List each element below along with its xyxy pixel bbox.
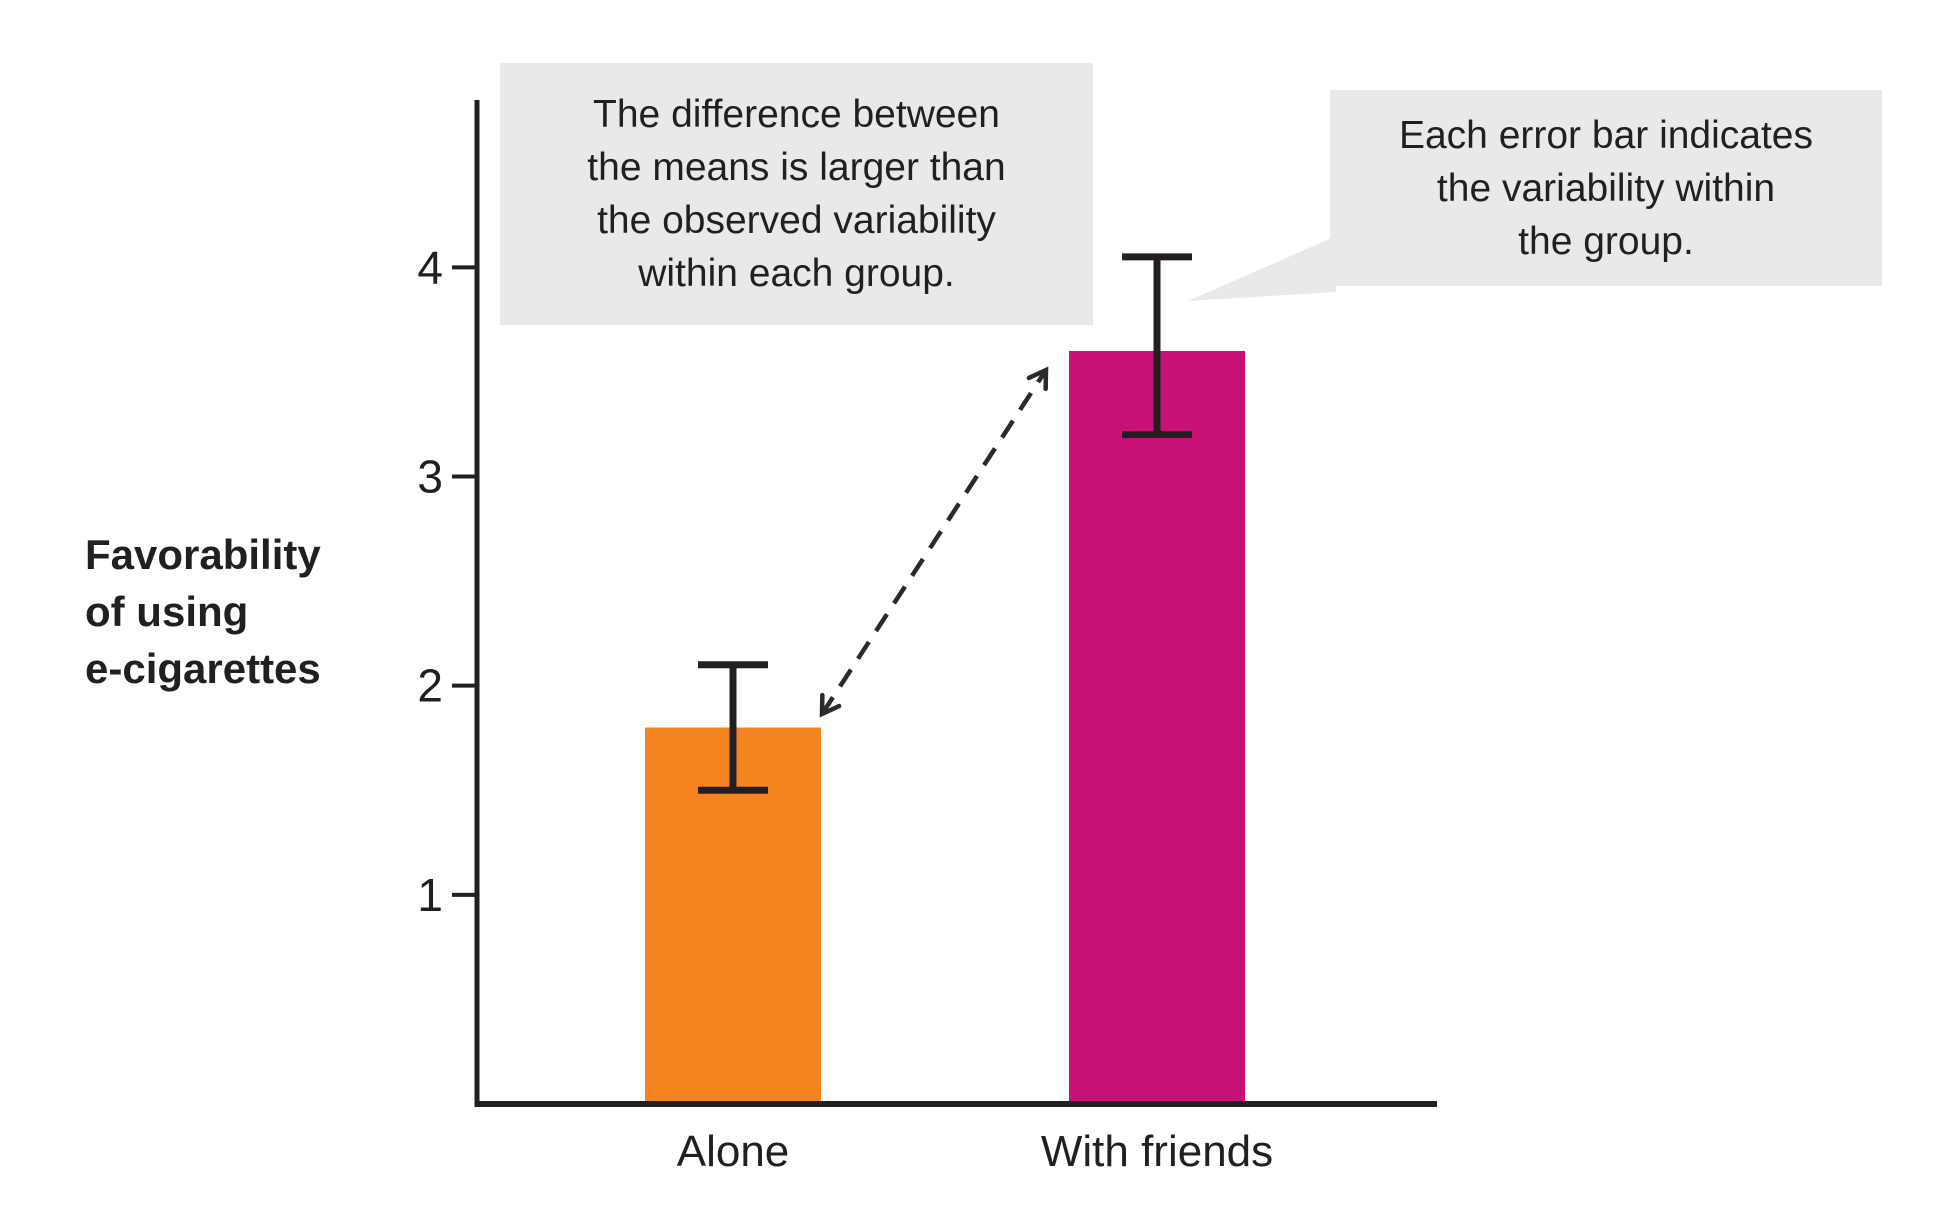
y-axis-title-line-1: Favorability: [85, 531, 321, 578]
difference-arrow: [822, 370, 1046, 714]
category-label-with-friends: With friends: [1041, 1127, 1273, 1176]
y-axis-title-line-3: e-cigarettes: [85, 645, 321, 692]
error-bar-annotation: Each error bar indicates the variability…: [1330, 90, 1882, 286]
y-tick-label-4: 4: [417, 241, 443, 293]
error-bar-annotation-line-3: the group.: [1518, 219, 1694, 263]
difference-annotation: The difference between the means is larg…: [500, 63, 1093, 325]
difference-annotation-line-3: the observed variability: [597, 199, 996, 242]
callout-tail: [1188, 236, 1336, 301]
error-bar-annotation-line-2: the variability within: [1436, 166, 1776, 210]
difference-annotation-line-2: the means is larger than: [587, 146, 1006, 189]
difference-annotation-line-1: The difference between: [593, 93, 1000, 136]
bar-with-friends: [1069, 351, 1245, 1104]
y-axis-title-line-2: of using: [85, 588, 249, 635]
y-axis-title: Favorability of using e-cigarettes: [85, 526, 321, 697]
error-bar-annotation-line-1: Each error bar indicates: [1398, 113, 1814, 157]
category-label-alone: Alone: [677, 1127, 790, 1176]
difference-annotation-line-4: within each group.: [638, 252, 955, 295]
y-tick-label-2: 2: [417, 660, 443, 712]
y-tick-label-3: 3: [417, 451, 443, 503]
y-tick-label-1: 1: [417, 869, 443, 921]
